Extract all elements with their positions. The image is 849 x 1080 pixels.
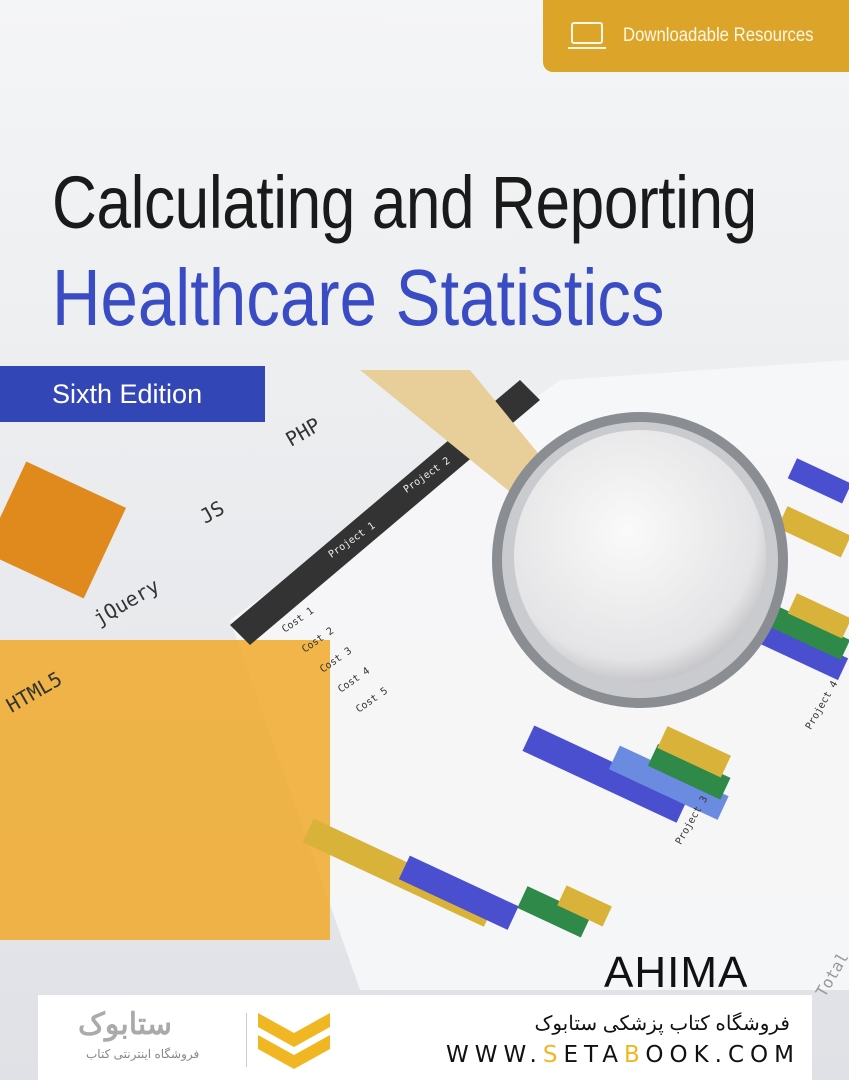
url-part-accent: B [624,1042,646,1068]
title-line-1: Calculating and Reporting [52,161,757,244]
orange-glow [0,461,330,940]
pen [360,370,560,500]
url-part: ETA [563,1042,625,1068]
badge-label: Downloadable Resources [623,25,814,46]
laptop-icon [568,22,606,49]
setabook-logo-tagline: فروشگاه اینترنتی کتاب [86,1047,200,1061]
url-part: WWW. [445,1042,543,1068]
url-part-accent: S [542,1042,564,1068]
ahima-logo: AHIMA [604,948,749,997]
store-footer: ستابوک فروشگاه اینترنتی کتاب فروشگاه کتا… [38,995,812,1080]
store-url[interactable]: WWW.SETABOOK.COM [446,1042,800,1068]
downloadable-resources-badge: Downloadable Resources [543,0,849,72]
setabook-chevron-icon [258,1013,330,1069]
setabook-logo-word: ستابوک [78,1008,173,1041]
store-name: فروشگاه کتاب پزشکی ستابوک [534,1013,790,1035]
logo-divider [246,1013,247,1067]
edition-band: Sixth Edition [0,366,265,422]
magnifier [492,412,788,708]
title-line-2: Healthcare Statistics [52,253,665,342]
url-part: OOK.COM [645,1042,800,1068]
